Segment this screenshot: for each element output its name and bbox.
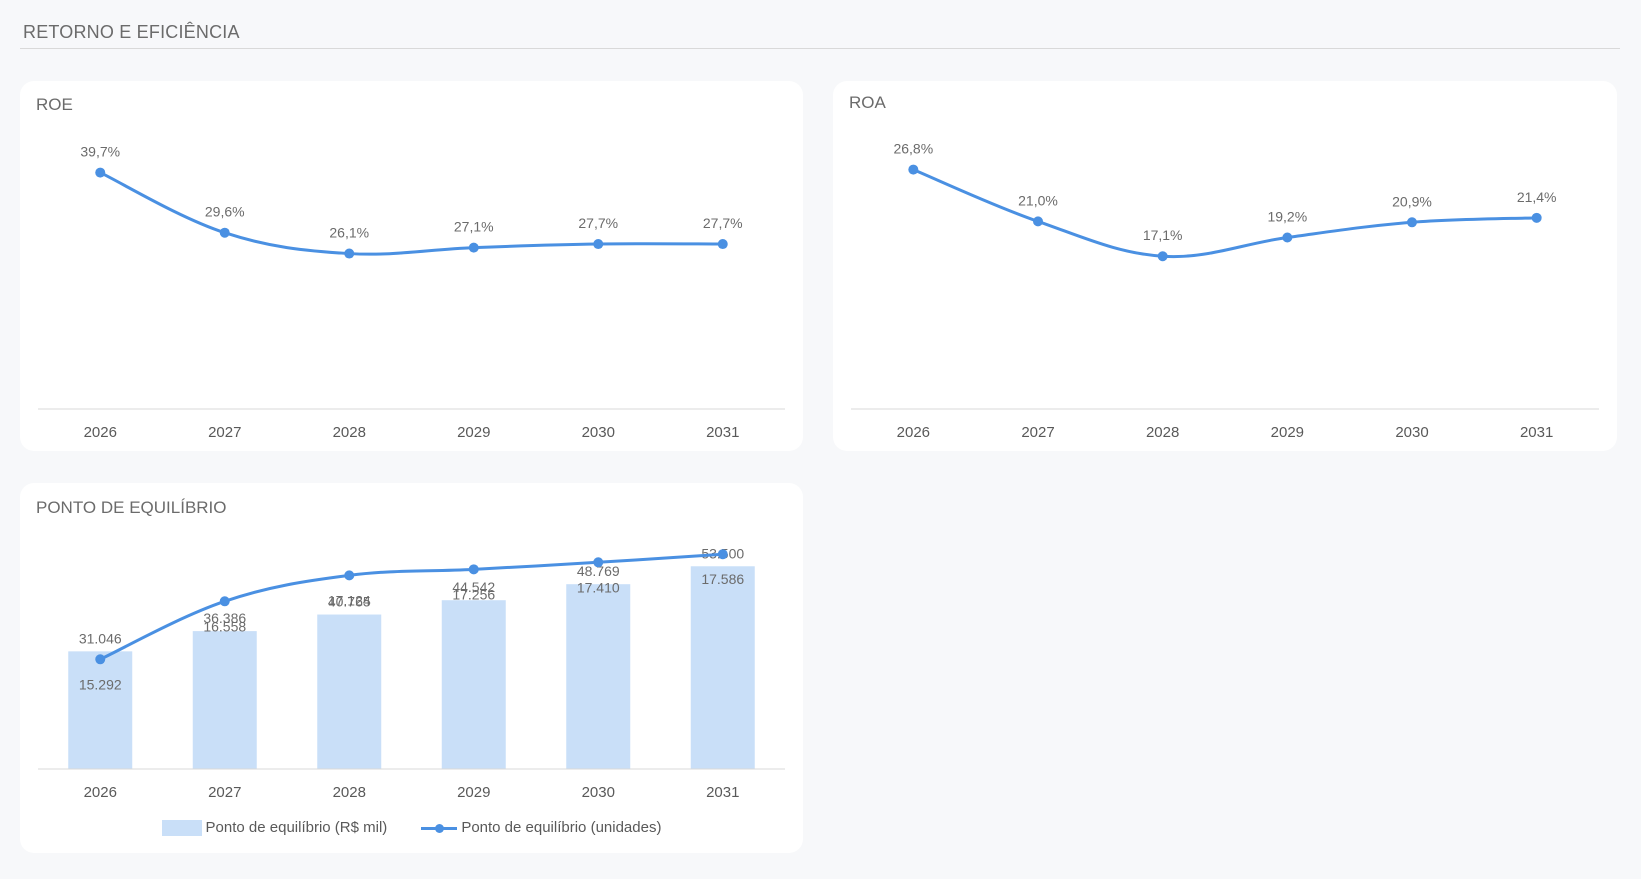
legend-item-line: Ponto de equilíbrio (unidades) [421, 819, 661, 836]
equilibrio-line-label-2030: 17.410 [577, 579, 620, 595]
roe-series-line [98, 171, 725, 256]
roa-point-2027 [1033, 216, 1043, 227]
equilibrio-line-point-2030 [593, 557, 604, 568]
roe-point-2029 [468, 242, 479, 253]
roa-tick-2030: 2030 [1395, 424, 1428, 441]
equilibrio-line-label-2028: 17.124 [328, 592, 371, 608]
roa-data-label-2029: 19,2% [1267, 208, 1307, 224]
equilibrio-line-point-2029 [468, 564, 479, 575]
legend-line-swatch [421, 820, 458, 836]
equilibrio-tick-2028: 2028 [333, 784, 366, 801]
equilibrio-bar-label-2029: 44.542 [452, 579, 495, 595]
equilibrio-line-series [98, 552, 725, 661]
legend-bar-swatch [161, 819, 202, 836]
roe-chart: 39,7% 29,6% 26,1% 27,1% 27,7% 27,7% 2026 2027 20… [38, 144, 785, 441]
section-divider [20, 48, 1620, 49]
equilibrio-tick-2026: 2026 [84, 784, 117, 801]
equilibrio-line-label-2029: 17.256 [452, 586, 495, 602]
roe-data-label-2027: 29,6% [205, 204, 245, 220]
roe-point-2028 [344, 248, 355, 259]
equilibrio-chart-title: PONTO DE EQUILÍBRIO [36, 498, 227, 517]
equilibrio-line-point-2031 [717, 549, 728, 560]
roa-series-line [911, 168, 1539, 259]
equilibrio-bar-label-2030: 48.769 [577, 563, 620, 579]
roe-tick-2028: 2028 [333, 424, 366, 441]
roa-tick-2027: 2027 [1021, 424, 1054, 441]
equilibrio-tick-2027: 2027 [208, 784, 241, 801]
roe-tick-2027: 2027 [208, 424, 241, 441]
roa-data-label-2027: 21,0% [1018, 192, 1058, 208]
roa-tick-2031: 2031 [1520, 424, 1553, 441]
roa-data-label-2026: 26,8% [893, 141, 933, 157]
equilibrio-bar-2029 [441, 600, 506, 769]
equilibrio-line-label-2027: 16.558 [203, 618, 246, 634]
roe-point-2030 [593, 239, 604, 250]
legend-line-label: Ponto de equilíbrio (unidades) [461, 819, 662, 836]
equilibrio-bar-2026 [68, 651, 133, 769]
roe-tick-2031: 2031 [706, 424, 739, 441]
roa-point-2026 [908, 164, 919, 175]
roe-point-2027 [219, 227, 230, 238]
roe-tick-2030: 2030 [582, 424, 615, 441]
equilibrio-line-point-2027 [219, 596, 230, 607]
legend-bar-label: Ponto de equilíbrio (R$ mil) [205, 819, 388, 836]
roa-tick-2028: 2028 [1146, 424, 1179, 441]
equilibrio-bar-2027 [192, 631, 257, 769]
roa-tick-2029: 2029 [1271, 424, 1304, 441]
equilibrio-line-label-2031: 17.586 [701, 571, 744, 587]
legend-item-bar: Ponto de equilíbrio (R$ mil) [161, 819, 388, 836]
roe-data-label-2026: 39,7% [80, 144, 120, 160]
equilibrio-bar-2030 [566, 584, 631, 769]
roe-chart-card: ROE 39,7% 29,6% 26,1% 27,1% 27,7% 27,7% 2026 20… [20, 81, 803, 451]
equilibrio-tick-2029: 2029 [457, 784, 490, 801]
equilibrio-bar-label-2028: 40.765 [328, 594, 371, 610]
roa-data-label-2028: 17,1% [1143, 227, 1183, 243]
equilibrio-line-label-2026: 15.292 [79, 676, 122, 692]
equilibrio-bar-2031 [690, 566, 755, 769]
equilibrio-chart-card: PONTO DE EQUILÍBRIO 31.046 36.386 40.765 44… [20, 483, 803, 853]
equilibrio-line-point-2028 [344, 570, 355, 581]
roe-tick-2029: 2029 [457, 424, 490, 441]
section-title: RETORNO E EFICIÊNCIA [23, 22, 240, 42]
roe-point-2026 [95, 167, 106, 178]
roa-chart-card: ROA 26,8% 21,0% 17,1% 19,2% 20,9% 21,4% 2026 20… [833, 81, 1617, 451]
equilibrio-bar-label-2026: 31.046 [79, 630, 122, 646]
roa-point-2029 [1282, 232, 1293, 243]
roa-data-label-2030: 20,9% [1392, 193, 1432, 209]
roe-data-label-2030: 27,7% [578, 215, 618, 231]
equilibrio-line-point-2026 [95, 654, 106, 665]
equilibrio-bar-label-2027: 36.386 [203, 610, 246, 626]
roa-point-2030 [1407, 217, 1417, 228]
roa-chart-title: ROA [849, 93, 886, 112]
roa-point-2031 [1531, 212, 1542, 223]
roa-chart: 26,8% 21,0% 17,1% 19,2% 20,9% 21,4% 2026 2027 20… [851, 141, 1599, 441]
roe-data-label-2028: 26,1% [329, 225, 369, 241]
roa-tick-2026: 2026 [897, 424, 930, 441]
roe-chart-title: ROE [36, 95, 73, 114]
roe-data-label-2031: 27,7% [703, 215, 743, 231]
equilibrio-legend: Ponto de equilíbrio (R$ mil) Ponto de eq… [20, 819, 803, 836]
equilibrio-chart: 31.04636.38640.76544.54248.76953.50015.2… [38, 545, 785, 801]
equilibrio-bar-2028 [317, 614, 382, 769]
equilibrio-tick-2030: 2030 [582, 784, 615, 801]
roe-tick-2026: 2026 [84, 424, 117, 441]
roa-data-label-2031: 21,4% [1517, 189, 1557, 205]
roe-point-2031 [717, 239, 728, 250]
roa-point-2028 [1157, 251, 1168, 262]
equilibrio-tick-2031: 2031 [706, 784, 739, 801]
roe-data-label-2029: 27,1% [454, 219, 494, 235]
